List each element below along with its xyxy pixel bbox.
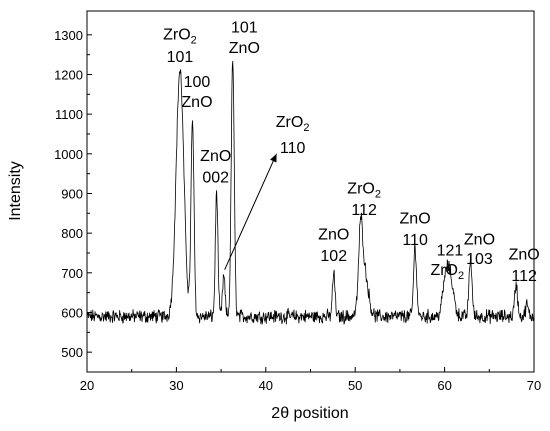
arrow-shaft <box>224 153 277 270</box>
peak-label-text: ZnO <box>181 94 212 111</box>
y-tick-label: 700 <box>61 266 83 281</box>
peak-label-text: ZrO <box>430 262 458 279</box>
peak-label: ZnO <box>318 227 349 244</box>
arrow-head <box>270 153 277 163</box>
peak-label: 101 <box>167 49 194 66</box>
peak-label: 112 <box>511 268 537 285</box>
peak-label-text: 112 <box>511 268 537 285</box>
y-axis-title: Intensity <box>7 161 24 221</box>
peak-label-subscript: 2 <box>303 122 309 134</box>
peak-label: ZrO2 <box>163 27 197 47</box>
peak-label: ZnO <box>229 40 260 57</box>
peak-label-text: 101 <box>167 49 194 66</box>
peak-label-text: 112 <box>351 202 377 219</box>
peak-label-text: 100 <box>184 74 211 91</box>
y-tick-label: 1000 <box>54 147 83 162</box>
peak-label-text: ZrO <box>276 114 304 131</box>
peak-label: ZnO <box>400 211 431 228</box>
x-tick-label: 40 <box>259 378 273 393</box>
peak-label-text: ZnO <box>318 227 349 244</box>
y-tick-label: 1300 <box>54 28 83 43</box>
peak-annotations: ZrO2101100ZnOZnO002101ZnOZrO2110ZrO2112Z… <box>163 19 540 284</box>
peak-label-text: 002 <box>202 169 229 186</box>
peak-label-text: ZnO <box>229 40 260 57</box>
peak-label-subscript: 2 <box>375 188 381 200</box>
peak-label-text: ZnO <box>400 211 431 228</box>
y-tick-label: 900 <box>61 186 83 201</box>
peak-label-text: 102 <box>320 248 347 265</box>
x-tick-label: 70 <box>527 378 541 393</box>
peak-label-text: ZrO <box>163 27 191 44</box>
peak-label: 100 <box>184 74 211 91</box>
peak-label: 110 <box>280 140 306 157</box>
y-tick-label: 800 <box>61 226 83 241</box>
peak-label: 112 <box>351 202 377 219</box>
x-axis-title: 2θ position <box>271 405 348 422</box>
spectrum-line <box>86 60 535 325</box>
plot-frame <box>86 10 535 373</box>
peak-label: 101 <box>231 19 258 36</box>
y-tick-label: 1200 <box>54 67 83 82</box>
peak-label-text: ZrO <box>347 180 375 197</box>
peak-label: ZnO <box>464 231 495 248</box>
peak-label: 110 <box>402 232 428 249</box>
peak-label: 102 <box>320 248 347 265</box>
peak-label: ZnO <box>509 246 540 263</box>
plot-area-border <box>86 10 535 373</box>
peak-label-text: 101 <box>231 19 258 36</box>
y-tick-label: 1100 <box>55 107 83 122</box>
peak-label-text: 110 <box>402 232 428 249</box>
peak-label: ZrO2 <box>430 262 464 282</box>
peak-label-subscript: 2 <box>458 270 464 282</box>
x-axis: 20 30 40 50 60 70 <box>80 367 541 393</box>
x-tick-label: 60 <box>437 378 451 393</box>
peak-label: 121 <box>437 242 464 259</box>
peak-label: ZrO2 <box>276 114 310 134</box>
x-tick-label: 50 <box>348 378 362 393</box>
y-axis: 500 600 700 800 900 1000 1100 1200 1300 <box>54 28 92 360</box>
peak-label-subscript: 2 <box>191 35 197 47</box>
x-tick-label: 20 <box>80 378 94 393</box>
peak-label-text: ZnO <box>200 148 231 165</box>
peak-label-text: 121 <box>437 242 464 259</box>
peak-label-text: ZnO <box>509 246 540 263</box>
peak-label-text: 110 <box>280 140 306 157</box>
y-tick-label: 600 <box>61 305 83 320</box>
peak-label-text: 103 <box>466 251 493 268</box>
peak-label: ZnO <box>200 148 231 165</box>
annotation-arrow <box>224 153 277 270</box>
peak-label: ZrO2 <box>347 180 381 200</box>
x-tick-label: 30 <box>169 378 183 393</box>
peak-label: ZnO <box>181 94 212 111</box>
peak-label: 103 <box>466 251 493 268</box>
y-tick-label: 500 <box>61 345 83 360</box>
peak-label-text: ZnO <box>464 231 495 248</box>
peak-label: 002 <box>202 169 229 186</box>
